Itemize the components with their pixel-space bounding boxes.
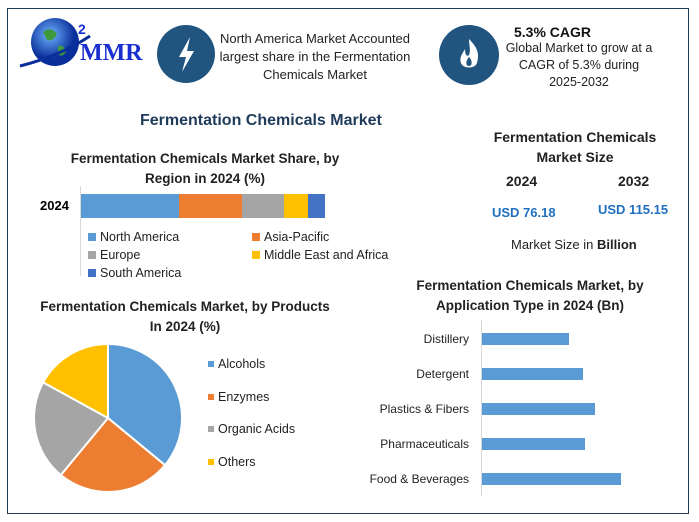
legend-label: Others (218, 454, 256, 469)
value-2032: USD 115.15 (598, 202, 669, 217)
legend-label: Asia-Pacific (264, 230, 330, 244)
legend-south-america: South America (88, 266, 181, 280)
bar-plastics-fibers (482, 403, 596, 415)
category-label: Distillery (423, 332, 469, 346)
legend-organic-acids: Organic Acids (208, 422, 295, 436)
market-size-note: Market Size in Billion (511, 237, 637, 252)
legend-swatch (88, 251, 96, 259)
slice-alcohols (107, 342, 183, 467)
legend-label: Enzymes (218, 389, 270, 404)
globe-icon: 2 (19, 18, 91, 68)
legend-middle-east-and-africa: Middle East and Africa (252, 248, 388, 262)
products-chart-title: Fermentation Chemicals Market, by Produc… (40, 299, 330, 334)
products-pie (33, 342, 183, 493)
legend-asia-pacific: Asia-Pacific (252, 230, 329, 244)
legend-north-america: North America (88, 230, 179, 244)
highlight-north-america: North America Market Accounted largest s… (219, 31, 411, 82)
legend-swatch (208, 458, 214, 465)
application-chart-title: Fermentation Chemicals Market, by Applic… (416, 278, 644, 313)
category-label: Plastics & Fibers (379, 402, 469, 416)
category-label: Pharmaceuticals (380, 437, 469, 451)
cagr-title: 5.3% CAGR (514, 24, 592, 40)
bar-detergent (482, 368, 583, 380)
note-unit: Billion (596, 237, 637, 252)
segment-europe (242, 194, 284, 218)
note-text: Market Size in (511, 237, 597, 252)
category-label: Food & Beverages (369, 472, 469, 486)
bar-distillery (482, 333, 569, 345)
legend-swatch (252, 251, 260, 259)
legend-label: South America (100, 266, 182, 280)
legend-swatch (88, 269, 96, 277)
market-size-title: Fermentation Chemicals Market Size (493, 129, 657, 165)
logo-text: MMR (80, 40, 143, 66)
legend-label: North America (100, 230, 180, 244)
region-chart-title: Fermentation Chemicals Market Share, by … (70, 151, 340, 186)
segment-north-america (81, 194, 179, 218)
bar-food-beverages (482, 473, 621, 485)
region-axis (80, 186, 81, 276)
legend-swatch (208, 361, 214, 367)
value-2024: USD 76.18 (492, 205, 556, 220)
legend-europe: Europe (88, 248, 140, 262)
application-axis (481, 320, 482, 496)
frame-border (7, 8, 689, 514)
segment-middle-east-and-africa (283, 194, 308, 218)
legend-label: Middle East and Africa (264, 248, 389, 262)
svg-text:2: 2 (78, 21, 86, 37)
slice-others (41, 342, 109, 420)
region-category-label: 2024 (40, 198, 69, 213)
mmr-logo: 2 MMR (18, 14, 143, 74)
cagr-text: Global Market to grow at a CAGR of 5.3% … (505, 41, 653, 89)
legend-label: Europe (100, 248, 141, 262)
lightning-icon (157, 25, 215, 83)
region-stacked-bar (81, 194, 325, 218)
segment-asia-pacific (178, 194, 243, 218)
year-2024: 2024 (506, 173, 538, 189)
segment-south-america (307, 194, 325, 218)
legend-label: Alcohols (218, 357, 266, 371)
legend-swatch (252, 233, 260, 241)
category-label: Detergent (416, 367, 469, 381)
year-2032: 2032 (618, 173, 650, 189)
slice-enzymes (59, 416, 167, 493)
legend-alcohols: Alcohols (208, 357, 265, 371)
legend-swatch (208, 426, 214, 432)
slice-organic-acids (33, 380, 110, 477)
legend-swatch (208, 393, 214, 400)
flame-icon (439, 25, 499, 85)
main-title: Fermentation Chemicals Market (140, 112, 382, 129)
legend-others: Others (208, 455, 256, 469)
legend-label: Organic Acids (218, 422, 296, 436)
bar-pharmaceuticals (482, 438, 586, 450)
legend-enzymes: Enzymes (208, 390, 269, 404)
legend-swatch (88, 233, 96, 241)
